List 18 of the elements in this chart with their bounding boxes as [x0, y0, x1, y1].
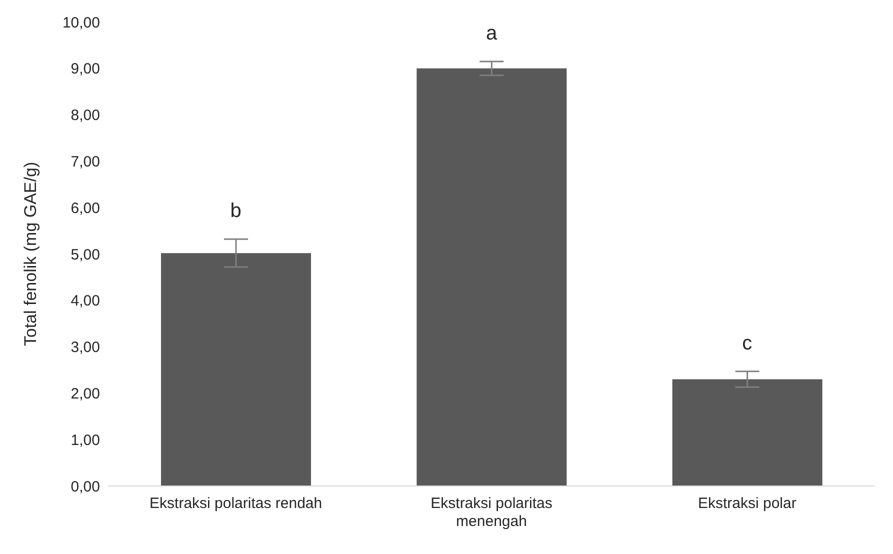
y-tick-label: 3,00 — [70, 339, 100, 356]
y-tick-label: 6,00 — [70, 200, 100, 217]
y-tick-label: 1,00 — [70, 432, 100, 449]
y-tick-label: 9,00 — [70, 60, 100, 78]
y-tick-label: 2,00 — [70, 386, 100, 403]
y-tick-label: 5,00 — [70, 246, 100, 264]
annotation: b — [230, 200, 242, 222]
x-tick-label: Ekstraksi polar — [698, 495, 796, 512]
y-tick-label: 10,00 — [62, 14, 100, 32]
y-axis-title: Total fenolik (mg GAE/g) — [21, 162, 40, 346]
y-tick-label: 7,00 — [70, 154, 100, 171]
annotation: a — [486, 22, 498, 44]
y-tick-label: 8,00 — [70, 107, 100, 124]
annotation: c — [742, 332, 752, 354]
y-tick-label: 4,00 — [70, 292, 100, 310]
y-tick-label: 0,00 — [70, 478, 100, 496]
x-tick-label: Ekstraksi polaritas menengah — [430, 495, 552, 530]
x-tick-label: Ekstraksi polaritas rendah — [150, 495, 322, 512]
